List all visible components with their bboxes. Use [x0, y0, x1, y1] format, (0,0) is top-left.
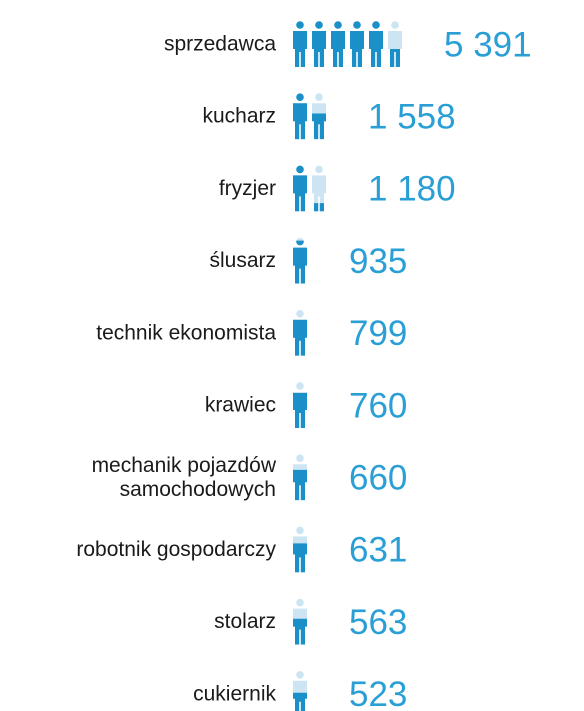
value-label: 1 558 [368, 97, 456, 136]
person-icon [369, 21, 383, 67]
person-icon [312, 21, 326, 67]
category-label: stolarz [214, 610, 276, 633]
icon-fill [369, 21, 383, 67]
value-label: 5 391 [444, 25, 532, 64]
icon-fill [293, 93, 307, 140]
person-icon [293, 93, 307, 140]
icon-fill [293, 165, 307, 212]
category-label: mechanik pojazdów samochodowych [92, 454, 277, 501]
person-icon [388, 21, 402, 67]
category-label: fryzjer [219, 177, 276, 200]
category-label: technik ekonomista [96, 321, 276, 344]
icon-fill [293, 469, 307, 501]
icon-fill [293, 692, 307, 711]
category-label: robotnik gospodarczy [76, 538, 276, 561]
value-label: 1 180 [368, 170, 456, 209]
icon-fill [312, 113, 326, 140]
category-label: krawiec [205, 394, 276, 417]
category-label: ślusarz [209, 249, 276, 272]
person-icon [293, 382, 307, 428]
person-icon [350, 21, 364, 67]
person-icon [293, 670, 307, 711]
icon-fill [390, 49, 400, 67]
value-label: 563 [349, 603, 407, 642]
person-icon [293, 21, 307, 67]
category-label: sprzedawca [164, 33, 276, 56]
category-label: kucharz [202, 105, 276, 128]
value-label: 523 [349, 675, 407, 711]
value-label: 660 [349, 458, 407, 497]
person-icon [312, 93, 326, 140]
person-icon [331, 21, 345, 67]
icon-fill [312, 21, 326, 67]
person-icon [312, 165, 326, 212]
icon-fill [293, 319, 307, 356]
person-icon [293, 454, 307, 501]
value-label: 631 [349, 531, 407, 570]
value-label: 799 [349, 314, 407, 353]
icon-fill [293, 240, 307, 284]
icon-fill [331, 21, 345, 67]
icon-fill [293, 393, 307, 428]
person-icon [293, 310, 307, 356]
category-label: cukiernik [193, 682, 276, 705]
person-icon [293, 598, 307, 645]
person-icon [293, 237, 307, 284]
icon-fill [293, 618, 307, 645]
person-icon [293, 526, 307, 573]
person-icon [293, 165, 307, 212]
value-label: 760 [349, 386, 407, 425]
value-label: 935 [349, 242, 407, 281]
icon-fill [293, 543, 307, 573]
icon-fill [350, 21, 364, 67]
icon-fill [314, 203, 324, 212]
icon-fill [293, 21, 307, 67]
